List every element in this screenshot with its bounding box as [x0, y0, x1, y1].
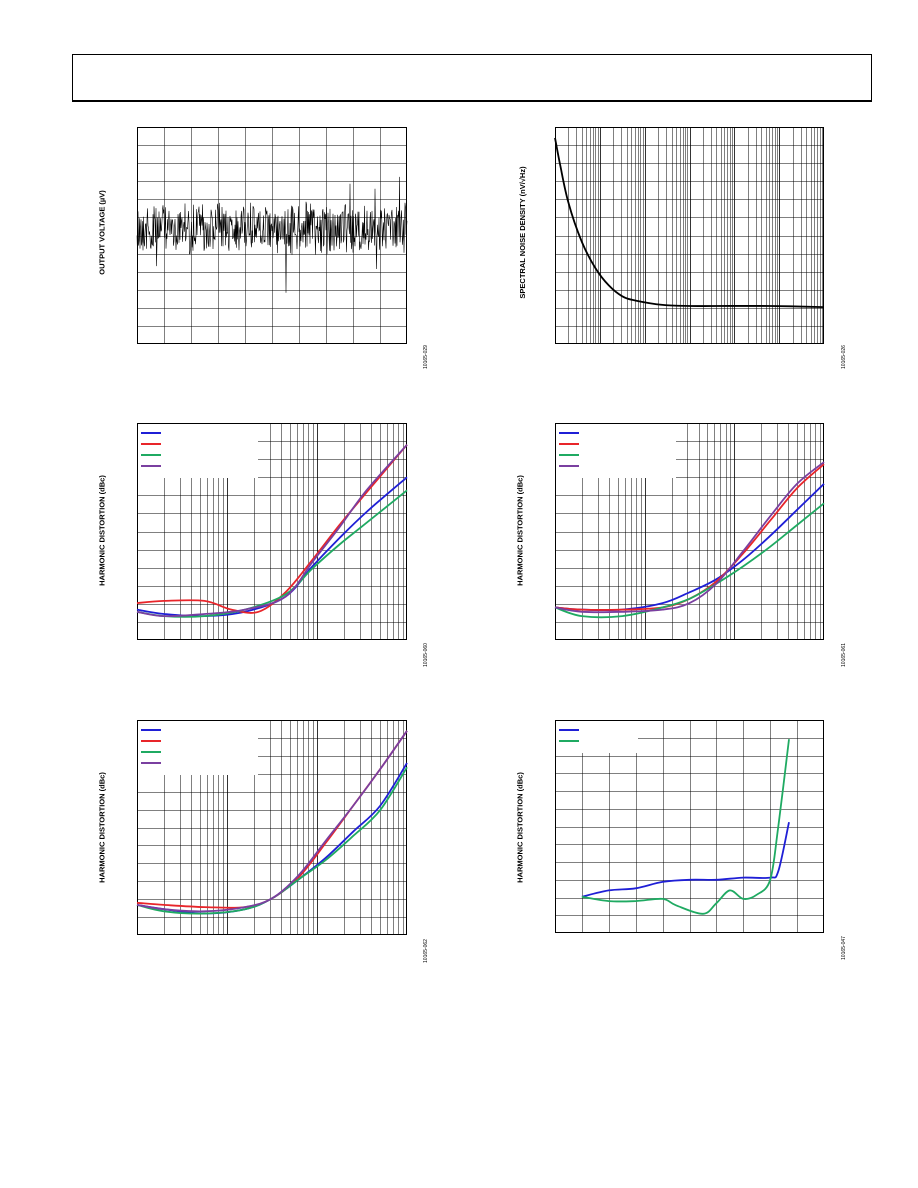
- plot-frame: [555, 720, 824, 933]
- ylabel-spectral-noise-density: SPECTRAL NOISE DENSITY (nV/√Hz): [518, 166, 527, 299]
- series-line-blue: [136, 762, 408, 915]
- plot-frame: [137, 423, 407, 640]
- figure-id-6: 10165-047: [841, 936, 847, 960]
- ylabel-output-voltage: OUTPUT VOLTAGE (µV): [97, 190, 107, 275]
- ylabel-hd-4: HARMONIC DISTORTION (dBc): [515, 772, 525, 883]
- series-line-blue: [136, 476, 408, 618]
- series-line-green: [581, 739, 790, 915]
- plot-frame: [137, 720, 407, 935]
- ylabel-hd-3: HARMONIC DISTORTION (dBc): [97, 772, 107, 883]
- figure-id-1: 10165-029: [423, 345, 429, 369]
- series-line-black: [554, 137, 825, 308]
- series-line-purple: [136, 730, 408, 913]
- chart-hd-vs-output-level: [555, 720, 824, 933]
- figure-id-2: 10165-026: [841, 345, 847, 369]
- series-line-blue: [581, 822, 790, 898]
- figure-id-5: 10165-062: [423, 939, 429, 963]
- figure-id-3: 10165-060: [423, 643, 429, 667]
- ylabel-hd-2: HARMONIC DISTORTION (dBc): [515, 475, 525, 586]
- ylabel-hd-1: HARMONIC DISTORTION (dBc): [97, 475, 107, 586]
- chart-output-voltage-noise: [136, 127, 408, 344]
- plot-frame: [555, 423, 824, 640]
- page-header-box: [72, 54, 872, 102]
- series-line-purple: [554, 461, 825, 614]
- chart-hd-vs-frequency-1: [136, 423, 408, 640]
- series-line-green: [554, 502, 825, 619]
- legend-box: [556, 721, 638, 753]
- plot-frame: [555, 127, 824, 344]
- figure-id-4: 10165-061: [841, 643, 847, 667]
- chart-hd-vs-frequency-3: [136, 720, 408, 935]
- series-line-purple: [136, 444, 408, 618]
- chart-spectral-noise-density: [554, 127, 825, 344]
- chart-hd-vs-frequency-2: [554, 423, 825, 640]
- series-line-green: [136, 489, 408, 618]
- series-noise-trace: [136, 176, 408, 293]
